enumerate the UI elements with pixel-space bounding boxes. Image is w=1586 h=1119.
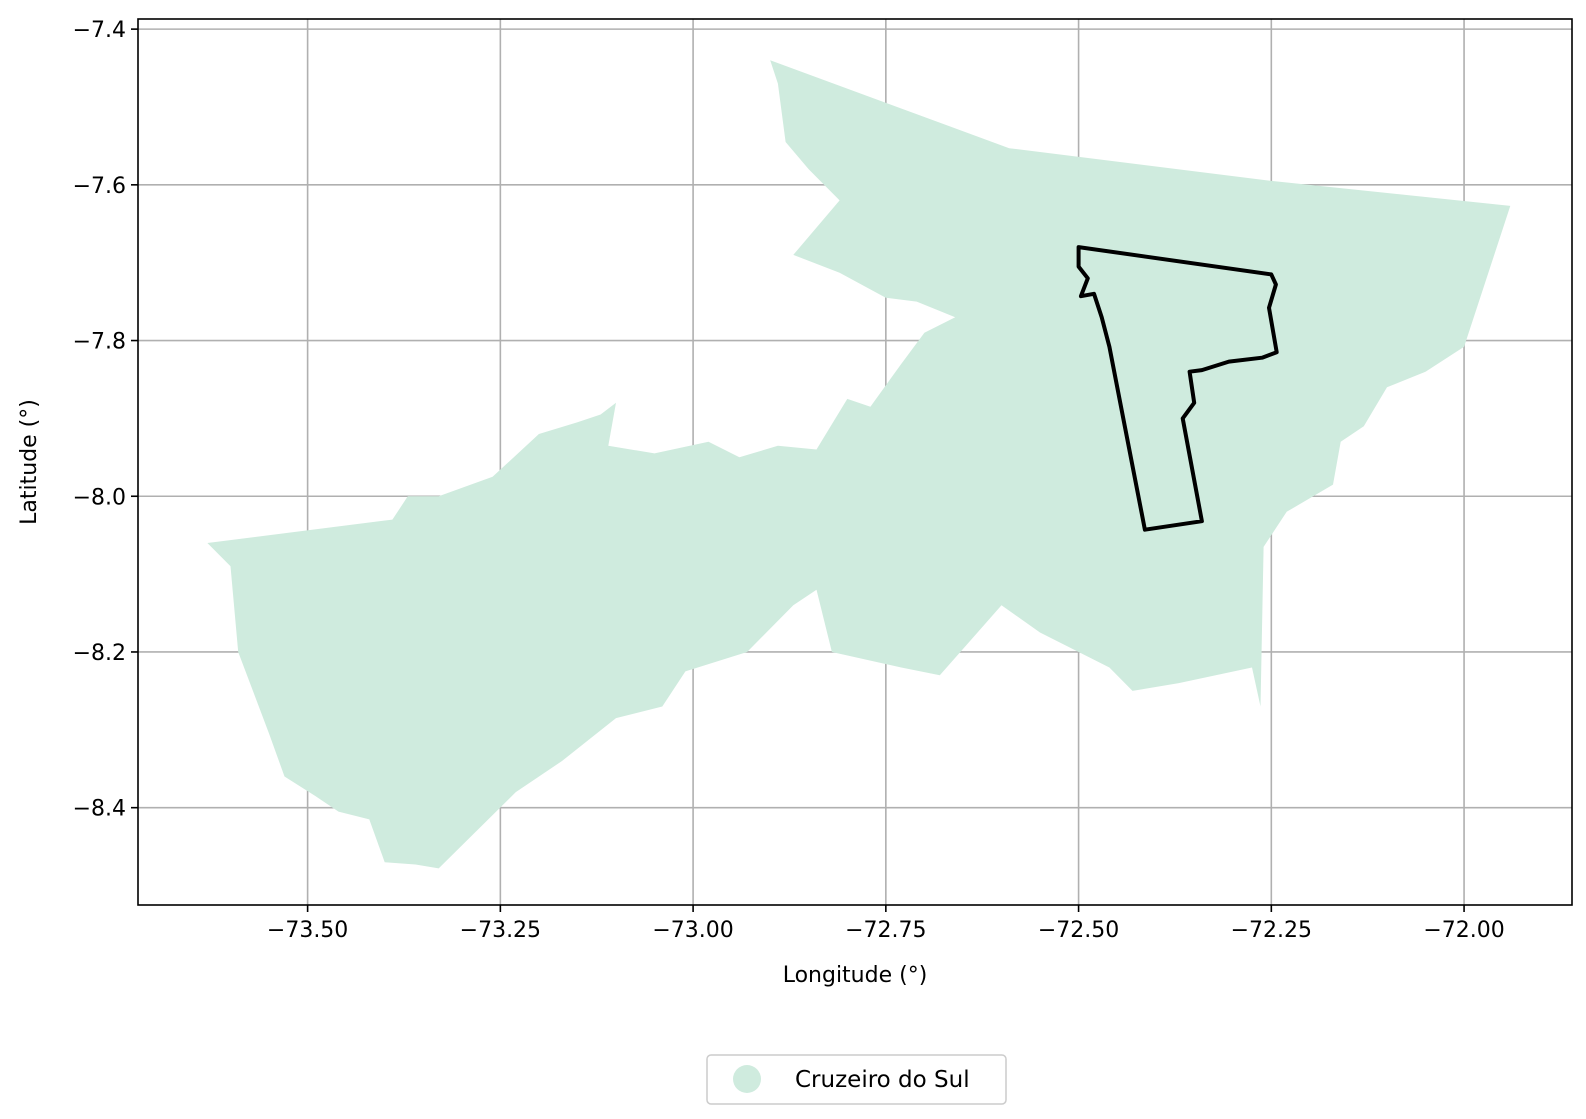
y-tick-label: −7.6 <box>73 174 126 199</box>
legend-marker-cruzeiro-do-sul <box>733 1065 761 1093</box>
x-tick-label: −73.00 <box>652 918 733 943</box>
legend-label-cruzeiro-do-sul: Cruzeiro do Sul <box>795 1067 970 1093</box>
x-axis-label: Longitude (°) <box>783 963 928 988</box>
y-tick-label: −8.4 <box>73 797 126 822</box>
map-layers <box>207 60 1511 869</box>
x-tick-label: −72.75 <box>845 918 926 943</box>
y-tick-label: −8.2 <box>73 641 126 666</box>
x-tick-label: −72.25 <box>1231 918 1312 943</box>
axis-ticks: −73.50 −73.25 −73.00 −72.75 −72.50 −72.25 −72.… <box>73 18 1505 943</box>
y-tick-label: −7.8 <box>73 330 126 355</box>
y-tick-label: −8.0 <box>73 485 126 510</box>
legend-frame <box>706 1054 1007 1105</box>
plot-frame <box>137 18 1573 906</box>
x-tick-label: −73.25 <box>460 918 541 943</box>
x-tick-label: −72.50 <box>1038 918 1119 943</box>
x-tick-label: −72.00 <box>1423 918 1504 943</box>
y-tick-label: −7.4 <box>73 18 126 43</box>
x-tick-label: −73.50 <box>267 918 348 943</box>
boundary-outline <box>1076 245 1279 532</box>
y-axis-label: Latitude (°) <box>17 399 42 525</box>
legend: Cruzeiro do Sul <box>706 1054 1007 1105</box>
